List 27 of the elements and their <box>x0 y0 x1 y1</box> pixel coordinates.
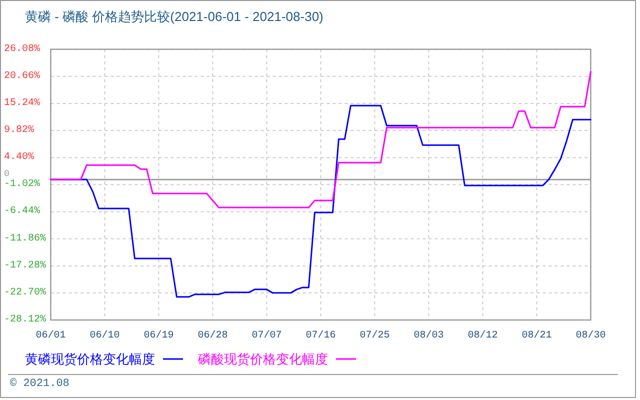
y-tick-label: -1.02% <box>4 179 40 190</box>
x-tick-label: 07/16 <box>306 330 336 342</box>
legend-label: 磷酸现货价格变化幅度 <box>197 352 328 366</box>
title: 黄磷 - 磷酸 价格趋势比较(2021-06-01 - 2021-08-30) <box>25 9 324 24</box>
y-tick-label: 9.82% <box>4 125 34 136</box>
x-tick-label: 08/21 <box>522 330 552 342</box>
y-tick-label: -11.86% <box>4 233 46 244</box>
y-tick-label: -28.12% <box>4 314 46 326</box>
x-tick-label: 06/19 <box>144 330 174 342</box>
x-tick-label: 07/25 <box>360 330 390 342</box>
x-tick-label: 08/12 <box>468 330 498 342</box>
x-tick-label: 06/10 <box>90 330 120 342</box>
x-tick-label: 08/30 <box>576 330 606 342</box>
annotation: © 2021.08 <box>10 378 70 390</box>
y-tick-label: -22.70% <box>4 287 46 298</box>
ref-line-label: 0 <box>4 169 10 180</box>
y-tick-label: 4.40% <box>4 152 34 164</box>
legend-label: 黄磷现货价格变化幅度 <box>25 352 155 366</box>
y-tick-label: 26.08% <box>4 44 40 55</box>
y-tick-label: 15.24% <box>4 98 40 109</box>
y-tick-label: -17.28% <box>4 260 46 272</box>
x-tick-label: 06/01 <box>36 330 66 342</box>
x-tick-label: 07/07 <box>252 330 282 342</box>
x-tick-label: 08/03 <box>414 330 444 342</box>
y-tick-label: 20.66% <box>4 70 40 82</box>
x-tick-label: 06/28 <box>198 330 228 342</box>
y-tick-label: -6.44% <box>4 206 40 218</box>
